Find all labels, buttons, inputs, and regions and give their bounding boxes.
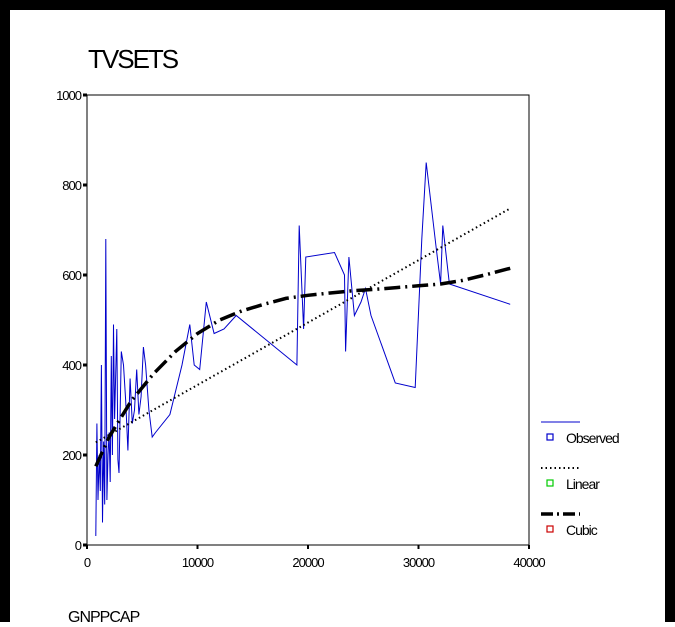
plot-frame: [86, 94, 530, 546]
y-tick-label: 600: [62, 268, 81, 283]
series-layer: [94, 162, 511, 537]
legend-label-observed: Observed: [566, 430, 619, 446]
legend-label-cubic: Cubic: [566, 522, 598, 538]
legend: Observed Linear Cubic: [541, 421, 620, 538]
x-tick-label: 30000: [403, 555, 435, 570]
series-line-observed: [95, 162, 511, 537]
x-tick-label: 40000: [513, 555, 545, 570]
y-tick-label: 0: [75, 538, 82, 553]
y-tick-label: 1000: [56, 88, 82, 103]
x-axis-label: GNPPCAP: [68, 609, 140, 622]
plot-area: [86, 94, 530, 546]
series-line-linear: [95, 207, 511, 444]
legend-marker-cubic: [546, 525, 554, 533]
legend-label-linear: Linear: [566, 476, 600, 492]
y-tick-label: 200: [62, 448, 81, 463]
x-tick-label: 10000: [182, 555, 214, 570]
legend-marker-linear: [546, 479, 554, 487]
legend-marker-observed: [546, 433, 554, 441]
y-tick-label: 400: [62, 358, 81, 373]
chart-title: TVSETS: [88, 44, 179, 74]
series-line-cubic: [94, 266, 511, 468]
y-tick-label: 800: [62, 178, 81, 193]
x-tick-label: 20000: [292, 555, 324, 570]
x-tick-label: 0: [84, 555, 91, 570]
